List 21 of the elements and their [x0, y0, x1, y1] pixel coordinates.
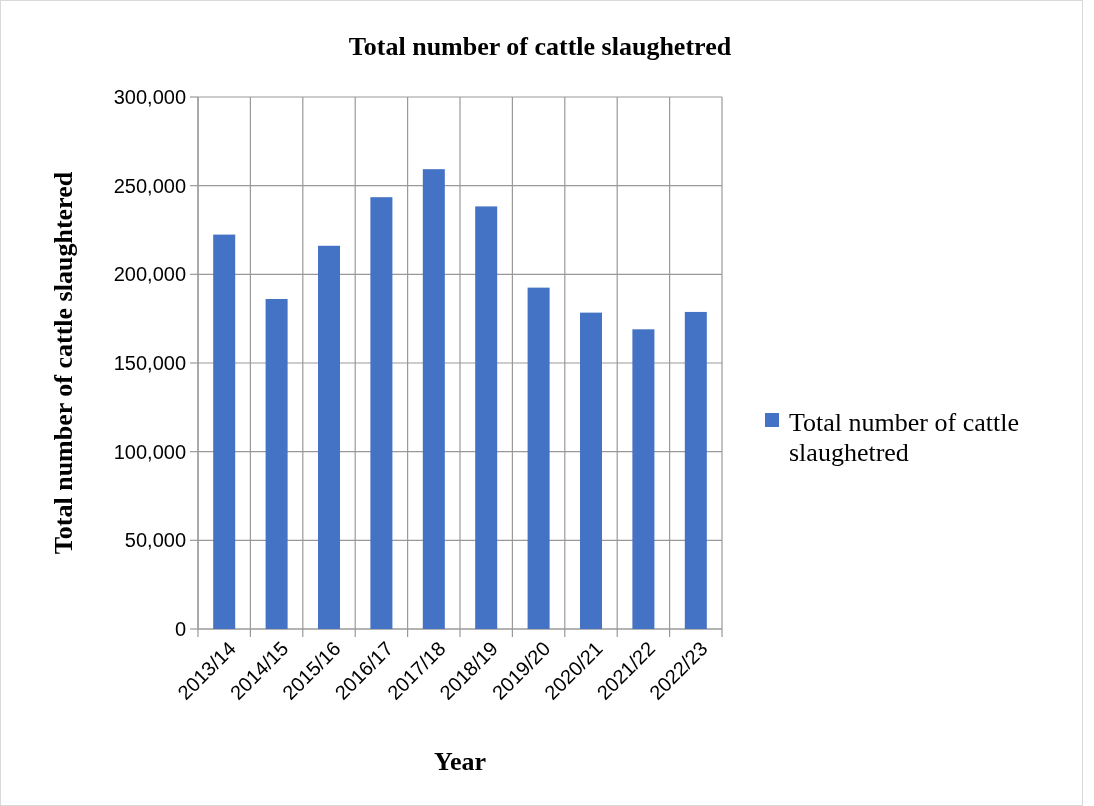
- bar: [422, 169, 445, 629]
- bar: [318, 245, 340, 629]
- y-tick-label: 300,000: [113, 86, 186, 108]
- bar: [684, 311, 707, 629]
- bar: [370, 197, 393, 629]
- bar: [213, 234, 236, 629]
- y-tick-label: 200,000: [113, 263, 186, 286]
- y-tick-label: 250,000: [113, 174, 186, 197]
- bar: [580, 312, 602, 629]
- legend-label: Total number of cattle slaughetred: [789, 408, 1019, 467]
- bar: [527, 287, 550, 629]
- y-axis-title: Total number of cattle slaughtered: [49, 171, 78, 555]
- y-tick-label: 50,000: [124, 529, 186, 552]
- bar: [475, 206, 498, 629]
- chart-title: Total number of cattle slaughetred: [348, 32, 732, 61]
- x-axis-title: Year: [434, 747, 486, 776]
- y-tick-label: 0: [174, 618, 186, 640]
- y-tick-label: 150,000: [113, 352, 186, 374]
- bar: [632, 329, 655, 629]
- y-tick-label: 100,000: [113, 440, 186, 463]
- bar: [265, 298, 288, 629]
